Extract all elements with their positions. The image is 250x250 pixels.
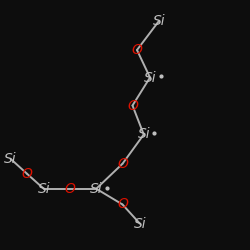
Text: O: O: [127, 98, 138, 112]
Text: O: O: [22, 167, 32, 181]
Text: Si: Si: [90, 182, 102, 196]
Text: O: O: [64, 182, 75, 196]
Text: O: O: [132, 43, 142, 57]
Text: Si: Si: [144, 70, 156, 85]
Text: Si: Si: [138, 128, 150, 141]
Text: Si: Si: [38, 182, 50, 196]
Text: O: O: [117, 198, 128, 211]
Text: O: O: [117, 157, 128, 171]
Text: Si: Si: [152, 14, 165, 28]
Text: Si: Si: [4, 152, 17, 166]
Text: Si: Si: [134, 217, 146, 231]
